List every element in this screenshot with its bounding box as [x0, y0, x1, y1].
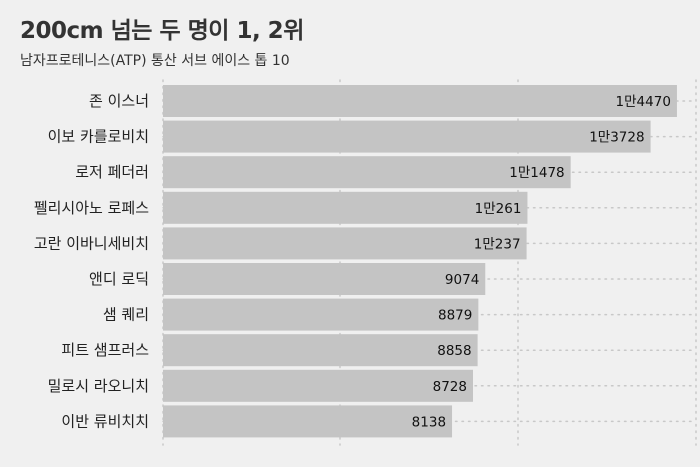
value-label: 8858 — [437, 343, 471, 359]
bar — [163, 263, 486, 295]
category-label: 존 이스너 — [89, 92, 149, 110]
value-label: 8138 — [412, 414, 446, 430]
category-label: 고란 이바니세비치 — [34, 234, 149, 252]
bar — [163, 334, 478, 367]
chart-subtitle: 남자프로테니스(ATP) 통산 서브 에이스 톱 10 — [20, 53, 290, 69]
category-label: 앤디 로딕 — [89, 270, 149, 288]
value-label: 1만261 — [475, 201, 522, 217]
bar — [163, 227, 527, 260]
value-label: 1만3728 — [589, 130, 644, 146]
category-label: 펠리시아노 로페스 — [34, 199, 149, 217]
value-label: 1만1478 — [509, 165, 564, 181]
category-label: 이보 카를로비치 — [48, 128, 149, 146]
bar — [163, 156, 571, 189]
bar — [163, 120, 651, 153]
value-label: 9074 — [445, 272, 479, 288]
category-label: 밀로시 라오니치 — [48, 377, 149, 395]
value-label: 1만4470 — [616, 94, 671, 110]
value-label: 1만237 — [474, 236, 521, 252]
category-label: 이반 류비치치 — [61, 412, 149, 430]
bar — [163, 405, 453, 438]
bar — [163, 191, 528, 224]
category-label: 로저 페더러 — [75, 163, 149, 181]
value-label: 8728 — [433, 379, 467, 395]
bar — [163, 369, 473, 402]
chart-title: 200cm 넘는 두 명이 1, 2위 — [20, 18, 304, 44]
value-label: 8879 — [438, 308, 472, 324]
bar — [163, 85, 677, 117]
category-label: 피트 샘프러스 — [61, 341, 149, 359]
category-label: 샘 퀘리 — [103, 306, 149, 324]
bar — [163, 298, 479, 331]
